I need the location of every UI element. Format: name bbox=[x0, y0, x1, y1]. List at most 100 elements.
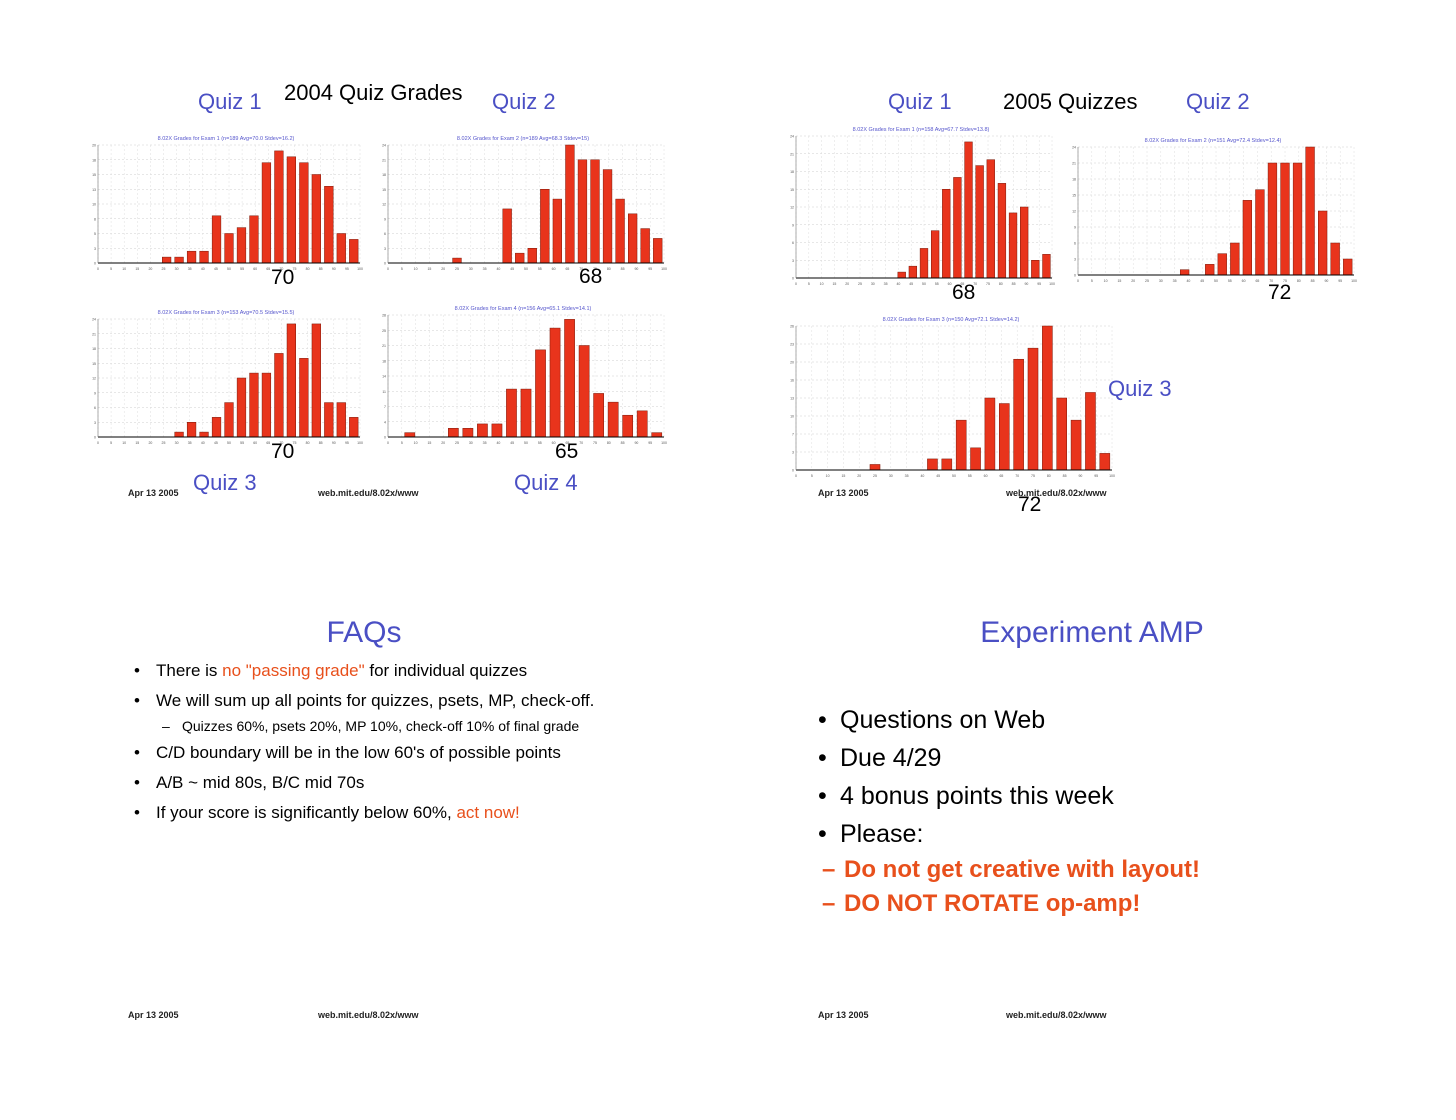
x-tick-label: 45 bbox=[510, 267, 514, 271]
x-tick-label: 95 bbox=[648, 441, 652, 445]
histogram-bar bbox=[349, 417, 359, 438]
histogram-bar bbox=[186, 250, 197, 264]
x-tick-label: 30 bbox=[175, 441, 179, 445]
histogram-bar bbox=[174, 431, 184, 438]
histogram-bar bbox=[274, 150, 284, 264]
footer-date: Apr 13 2005 bbox=[818, 488, 869, 498]
x-tick-label: 55 bbox=[538, 267, 542, 271]
x-tick-label: 70 bbox=[279, 441, 283, 445]
quiz-4-label: Quiz 4 bbox=[514, 470, 578, 495]
histogram-bar bbox=[602, 169, 613, 264]
chart-2005-quiz-3: 8.02X Grades for Exam 3 (n=150 Avg=72.1 … bbox=[786, 314, 1116, 480]
y-tick-label: 12 bbox=[1072, 210, 1076, 214]
y-tick-label: 10 bbox=[790, 415, 794, 419]
x-tick-label: 30 bbox=[871, 282, 875, 286]
chart-2005-quiz-2: 8.02X Grades for Exam 2 (n=151 Avg=72.4 … bbox=[1068, 135, 1358, 285]
y-tick-label: 13 bbox=[790, 397, 794, 401]
y-tick-label: 11 bbox=[382, 390, 386, 394]
slide-title: Experiment AMP bbox=[980, 616, 1204, 649]
x-tick-label: 30 bbox=[1159, 279, 1163, 283]
amp-item: Please: bbox=[816, 817, 1376, 851]
histogram-bar bbox=[955, 419, 967, 471]
histogram-bar bbox=[462, 428, 474, 438]
histogram-bar bbox=[224, 402, 234, 438]
histogram-bar bbox=[1085, 392, 1096, 471]
histogram-bar bbox=[615, 198, 625, 264]
x-tick-label: 80 bbox=[607, 267, 611, 271]
x-tick-label: 20 bbox=[148, 441, 152, 445]
y-tick-label: 20 bbox=[92, 144, 96, 148]
x-tick-label: 70 bbox=[1015, 474, 1019, 478]
histogram-bar bbox=[236, 377, 247, 438]
x-tick-label: 50 bbox=[524, 441, 528, 445]
histogram-bar bbox=[311, 174, 321, 264]
histogram-bar bbox=[565, 144, 575, 264]
histogram-bar bbox=[324, 402, 334, 438]
histogram-svg: 8.02X Grades for Exam 2 (n=189 Avg=68.3 … bbox=[382, 136, 667, 271]
quiz-1-label: Quiz 1 bbox=[888, 89, 952, 114]
histogram-bar bbox=[211, 417, 222, 438]
chart-title: 8.02X Grades for Exam 2 (n=189 Avg=68.3 … bbox=[457, 136, 589, 142]
x-tick-label: 50 bbox=[952, 474, 956, 478]
histogram-bar bbox=[324, 186, 334, 264]
histogram-bar bbox=[199, 431, 209, 438]
y-tick-label: 9 bbox=[792, 223, 794, 227]
histogram-bar bbox=[174, 256, 184, 264]
histogram-bar bbox=[491, 423, 503, 438]
faq-item: A/B ~ mid 80s, B/C mid 70s bbox=[128, 770, 628, 796]
y-tick-label: 7 bbox=[384, 405, 386, 409]
y-tick-label: 26 bbox=[790, 325, 794, 329]
x-tick-label: 35 bbox=[188, 441, 192, 445]
x-tick-label: 100 bbox=[661, 267, 667, 271]
x-tick-label: 55 bbox=[538, 441, 542, 445]
histogram-bar bbox=[1230, 242, 1240, 276]
chart-2004-quiz-2: 8.02X Grades for Exam 2 (n=189 Avg=68.3 … bbox=[378, 133, 668, 273]
x-tick-label: 80 bbox=[607, 441, 611, 445]
x-tick-label: 75 bbox=[293, 441, 297, 445]
x-tick-label: 100 bbox=[1049, 282, 1055, 286]
x-tick-label: 80 bbox=[306, 267, 310, 271]
y-tick-label: 12 bbox=[790, 206, 794, 210]
x-tick-label: 80 bbox=[999, 282, 1003, 286]
x-tick-label: 10 bbox=[122, 267, 126, 271]
x-tick-label: 45 bbox=[214, 267, 218, 271]
quiz-3-label: Quiz 3 bbox=[193, 470, 257, 495]
x-tick-label: 65 bbox=[999, 474, 1003, 478]
quiz-2-average: 72 bbox=[1268, 281, 1292, 304]
x-tick-label: 55 bbox=[240, 267, 244, 271]
slide-title: FAQs bbox=[326, 616, 402, 649]
x-tick-label: 40 bbox=[496, 441, 500, 445]
histogram-bar bbox=[970, 447, 981, 471]
y-tick-label: 6 bbox=[1074, 242, 1076, 246]
histogram-bar bbox=[249, 215, 259, 264]
histogram-bar bbox=[299, 358, 309, 438]
faq-list: There is no "passing grade" for individu… bbox=[128, 658, 628, 830]
slide-title: 2004 Quiz Grades bbox=[284, 80, 463, 105]
x-tick-label: 90 bbox=[634, 441, 638, 445]
histogram-bar bbox=[590, 159, 600, 264]
y-tick-label: 8 bbox=[94, 217, 96, 221]
x-tick-label: 85 bbox=[1311, 279, 1315, 283]
x-tick-label: 20 bbox=[845, 282, 849, 286]
x-tick-label: 60 bbox=[552, 441, 556, 445]
y-tick-label: 0 bbox=[94, 436, 96, 440]
x-tick-label: 85 bbox=[621, 267, 625, 271]
histogram-bar bbox=[897, 271, 906, 279]
histogram-bar bbox=[930, 230, 940, 279]
slide-experiment-amp: Experiment AMP Questions on Web Due 4/29… bbox=[728, 560, 1456, 1120]
quiz-4-average: 65 bbox=[555, 440, 579, 463]
y-tick-label: 13 bbox=[92, 188, 96, 192]
x-tick-label: 70 bbox=[1269, 279, 1273, 283]
histogram-bar bbox=[640, 228, 650, 264]
histogram-bar bbox=[236, 227, 247, 264]
x-tick-label: 15 bbox=[1117, 279, 1121, 283]
chart-title: 8.02X Grades for Exam 1 (n=158 Avg=67.7 … bbox=[853, 127, 990, 133]
histogram-bar bbox=[1330, 242, 1340, 276]
x-tick-label: 15 bbox=[841, 474, 845, 478]
y-tick-label: 15 bbox=[382, 188, 386, 192]
x-tick-label: 25 bbox=[162, 267, 166, 271]
x-tick-label: 25 bbox=[873, 474, 877, 478]
histogram-svg: 8.02X Grades for Exam 1 (n=189 Avg=70.0 … bbox=[92, 136, 363, 271]
x-tick-label: 55 bbox=[1228, 279, 1232, 283]
histogram-bar bbox=[986, 159, 995, 279]
